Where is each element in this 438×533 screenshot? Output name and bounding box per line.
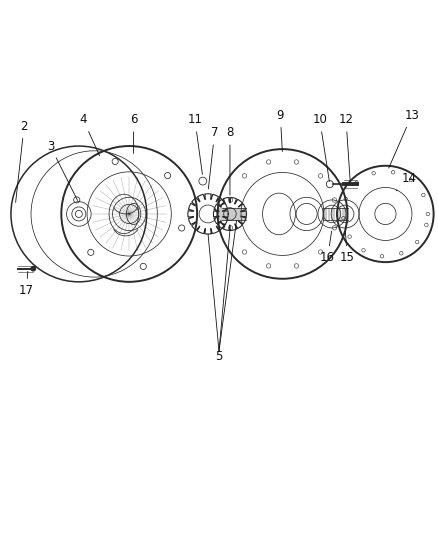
- Text: 7: 7: [208, 126, 219, 189]
- Text: 2: 2: [16, 120, 28, 203]
- Text: 8: 8: [226, 126, 233, 195]
- Text: 15: 15: [340, 231, 355, 264]
- Text: 11: 11: [187, 114, 202, 174]
- Text: 5: 5: [215, 350, 223, 363]
- Text: 3: 3: [47, 140, 78, 200]
- Text: 14: 14: [396, 172, 417, 191]
- Text: 9: 9: [276, 109, 284, 151]
- Text: 10: 10: [312, 114, 329, 181]
- Text: 12: 12: [339, 114, 353, 181]
- Text: 4: 4: [79, 114, 99, 156]
- Circle shape: [31, 266, 35, 271]
- Text: 13: 13: [389, 109, 419, 168]
- Text: 6: 6: [130, 114, 138, 154]
- Text: 17: 17: [19, 271, 34, 297]
- Text: 16: 16: [320, 231, 335, 264]
